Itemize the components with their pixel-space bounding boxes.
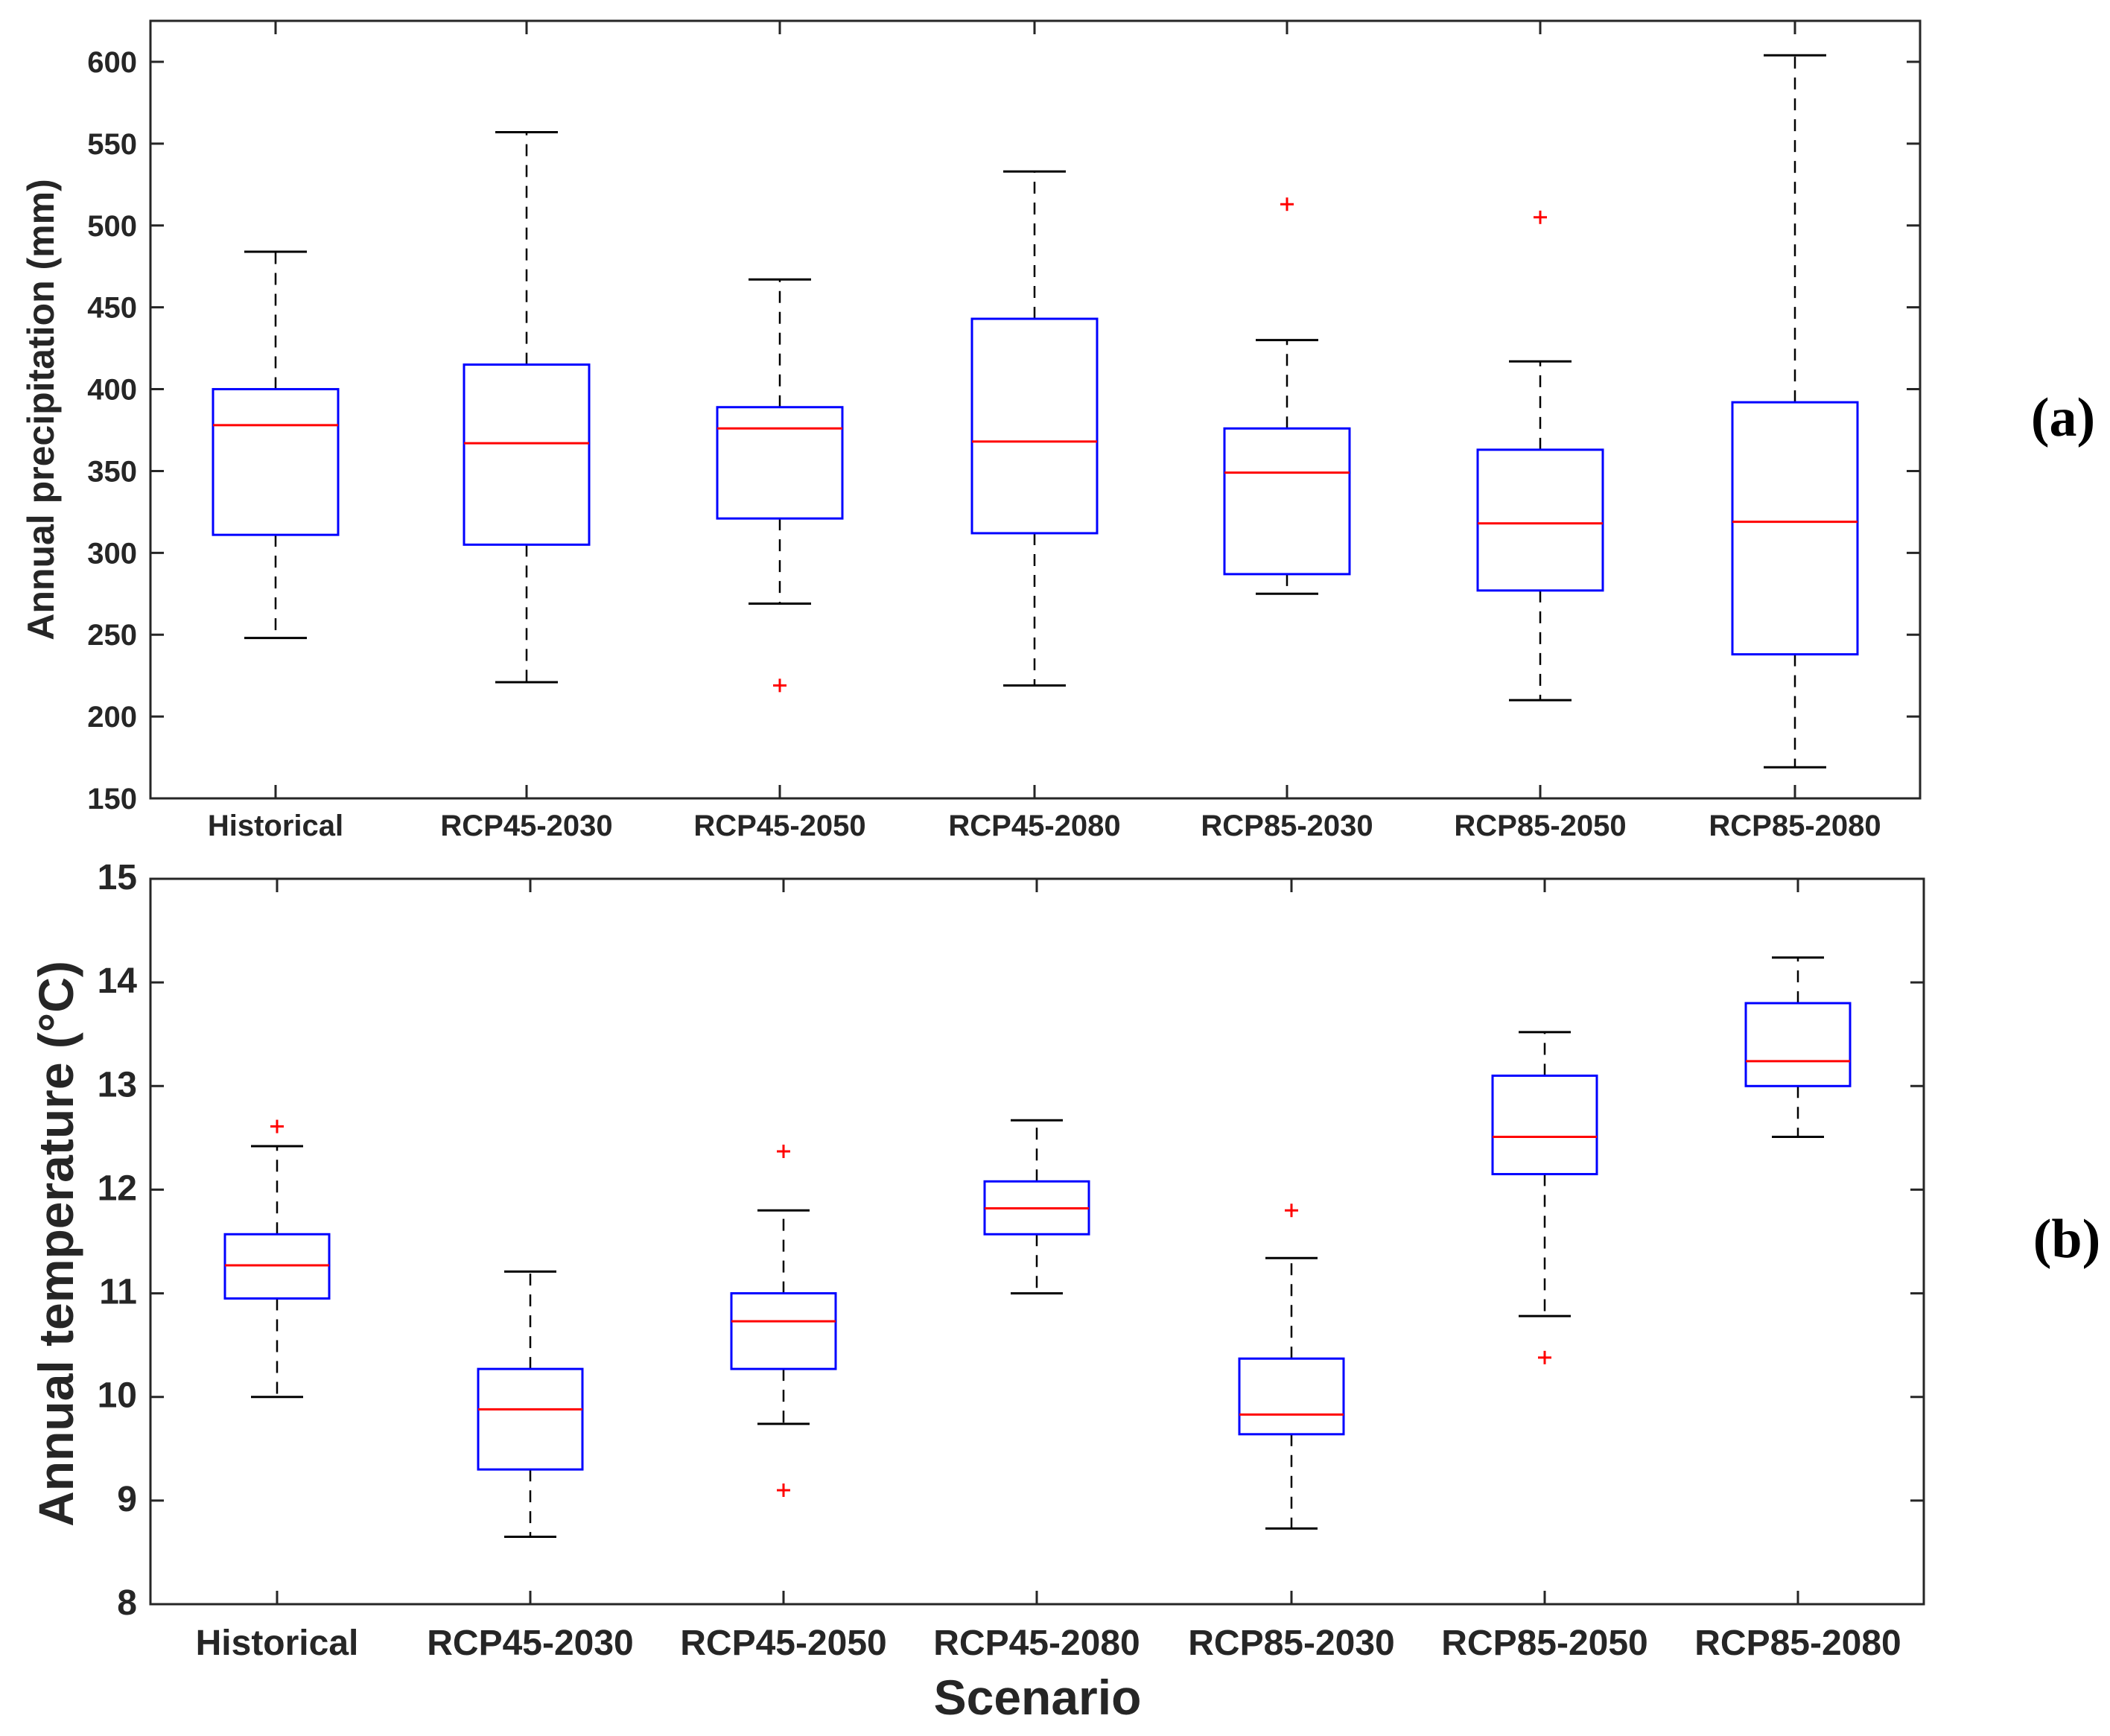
boxplot-rcp45-2080 [970,170,1099,687]
y-tick-label: 550 [87,128,137,161]
x-axis-ticks-temperature: Historical RCP45-2030 RCP45-2050 RCP45-2080… [196,879,1901,1663]
boxplot-rcp45-2030 [477,1270,584,1539]
x-tick-label: RCP85-2030 [1188,1624,1395,1663]
iqr-box [1491,1074,1598,1176]
y-axis-ticks-temperature: 8 9 10 11 12 13 14 15 [98,858,1924,1623]
panel-temperature: 8 9 10 11 12 13 14 15 Historical RCP45-2030 RCP45… [28,858,2100,1725]
iqr-box [1238,1357,1345,1436]
boxplot-rcp45-2080 [983,1119,1090,1295]
boxplot-rcp85-2030 [1238,1204,1345,1530]
x-axis-ticks-precipitation: Historical RCP45-2030 RCP45-2050 RCP45-2080… [208,21,1881,842]
y-tick-label: 15 [98,858,137,897]
y-axis-ticks-precipitation: 150 200 250 300 350 400 450 500 550 600 [87,46,1920,815]
y-tick-label: 11 [99,1273,137,1312]
y-tick-label: 12 [98,1169,137,1208]
panel-precipitation: 150 200 250 300 350 400 450 500 550 600 Historica… [20,19,2095,842]
panel-label-b: (b) [2033,1209,2100,1270]
x-tick-label: RCP45-2050 [680,1624,887,1663]
iqr-box [477,1367,584,1471]
iqr-box [716,406,844,520]
x-tick-label: Historical [208,810,343,842]
x-tick-label: RCP85-2080 [1709,810,1881,842]
y-tick-label: 9 [117,1480,137,1519]
boxplot-rcp45-2050 [730,1144,837,1497]
boxplot-rcp45-2050 [716,278,844,693]
x-tick-label: Historical [196,1624,359,1663]
y-tick-label: 500 [87,210,137,243]
y-axis-label-temperature: Annual temperature (°C) [28,961,83,1527]
boxplot-rcp85-2030 [1223,197,1351,595]
iqr-box [1731,401,1859,656]
boxplot-historical [223,1119,331,1399]
x-tick-label: RCP85-2030 [1201,810,1373,842]
iqr-box [212,388,340,536]
x-tick-label: RCP45-2050 [693,810,865,842]
iqr-box [1476,448,1604,592]
boxplot-rcp45-2030 [463,131,591,684]
y-tick-label: 400 [87,374,137,407]
y-tick-label: 350 [87,455,137,488]
y-tick-label: 8 [117,1583,137,1623]
y-tick-label: 600 [87,46,137,79]
boxplots-precipitation [212,54,1859,769]
y-tick-label: 10 [98,1376,137,1416]
y-tick-label: 200 [87,701,137,734]
y-tick-label: 450 [87,292,137,325]
y-axis-label-precipitation: Annual precipitation (mm) [20,179,62,640]
y-tick-label: 300 [87,537,137,570]
x-tick-label: RCP85-2050 [1441,1624,1648,1663]
y-tick-label: 14 [98,961,138,1001]
iqr-box [730,1292,837,1370]
panel-label-a: (a) [2031,387,2095,448]
iqr-box [463,363,591,546]
x-tick-label: RCP45-2080 [933,1624,1140,1663]
x-tick-label: RCP45-2030 [427,1624,634,1663]
boxplot-rcp85-2080 [1744,956,1852,1138]
x-tick-label: RCP85-2050 [1454,810,1626,842]
x-axis-label-scenario: Scenario [934,1670,1142,1725]
x-tick-label: RCP45-2080 [948,810,1120,842]
iqr-box [1223,427,1351,576]
y-tick-label: 150 [87,783,137,815]
boxplot-rcp85-2080 [1731,54,1859,769]
boxplot-historical [212,250,340,640]
y-tick-label: 13 [98,1065,137,1104]
y-tick-label: 250 [87,619,137,652]
boxplot-rcp85-2050 [1476,210,1604,702]
boxplots-temperature [223,956,1852,1539]
boxplot-rcp85-2050 [1491,1031,1598,1364]
x-tick-label: RCP45-2030 [440,810,612,842]
x-tick-label: RCP85-2080 [1694,1624,1901,1663]
iqr-box [970,317,1099,535]
iqr-box [1744,1002,1852,1087]
